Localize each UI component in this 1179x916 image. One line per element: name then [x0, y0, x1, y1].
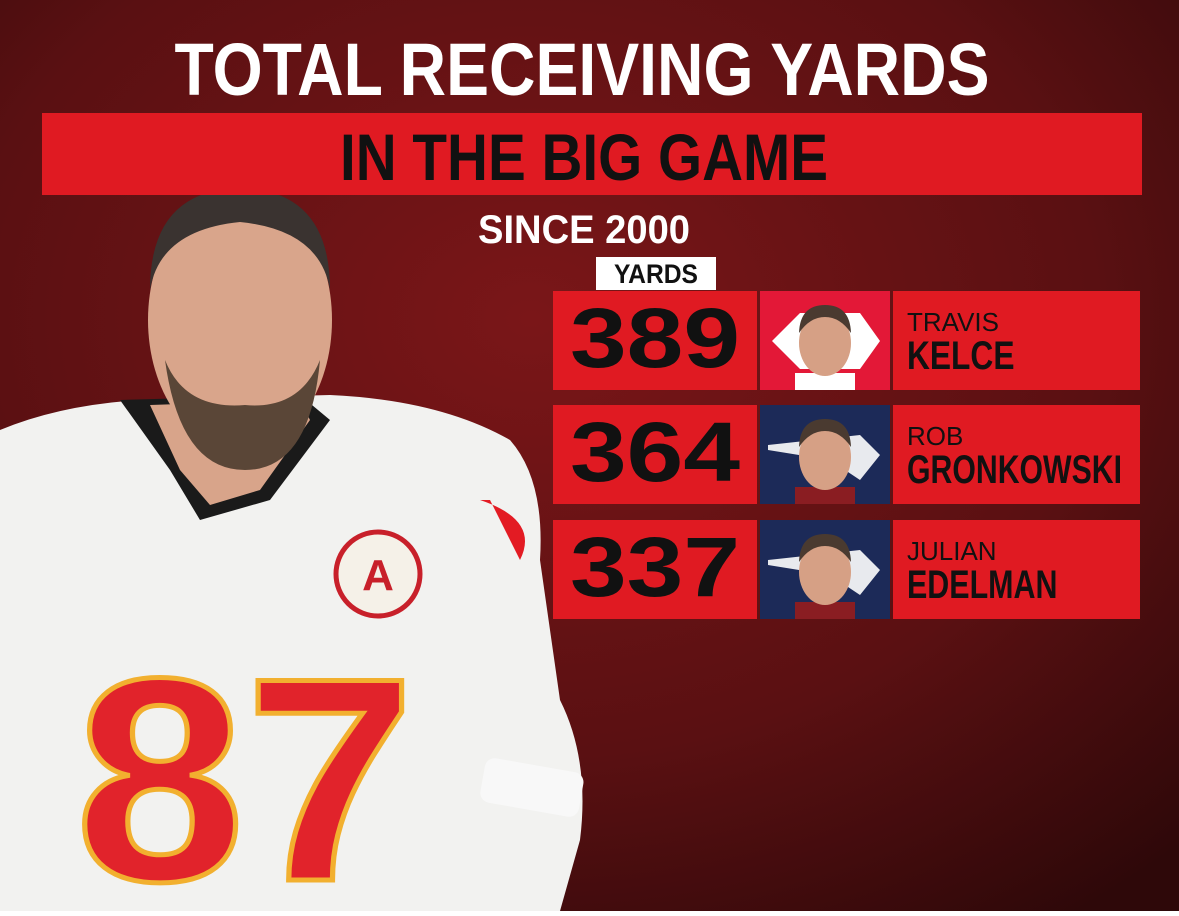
name-cell	[893, 405, 1140, 504]
jersey-number: 87	[75, 618, 415, 911]
banner	[42, 113, 1142, 195]
last-name: GRONKOWSKI	[907, 448, 1122, 492]
headshot-hair	[799, 534, 851, 562]
headshot-hair	[799, 305, 851, 333]
name-cell	[893, 520, 1140, 619]
first-name: ROB	[907, 421, 963, 451]
headshot-face	[799, 424, 851, 490]
column-label-box	[596, 257, 716, 290]
yards-cell	[553, 291, 757, 390]
headshot-shirt	[795, 602, 855, 619]
column-label: YARDS	[614, 259, 698, 289]
yards-value: 337	[570, 520, 740, 614]
banner-text: IN THE BIG GAME	[340, 120, 828, 194]
last-name: KELCE	[907, 334, 1015, 378]
yards-value: 364	[570, 405, 740, 499]
headshot-shirt	[795, 373, 855, 390]
headshot-shirt	[795, 487, 855, 504]
player-photo: A 87	[0, 188, 584, 916]
yards-value: 389	[570, 291, 740, 385]
svg-text:A: A	[362, 551, 394, 600]
first-name: JULIAN	[907, 536, 997, 566]
headshot-face	[799, 310, 851, 376]
first-name: TRAVIS	[907, 307, 999, 337]
name-cell	[893, 291, 1140, 390]
last-name: EDELMAN	[907, 563, 1058, 607]
yards-cell	[553, 520, 757, 619]
yards-cell	[553, 405, 757, 504]
headshot-hair	[799, 419, 851, 447]
headshot-face	[799, 539, 851, 605]
subtitle: SINCE 2000	[478, 208, 690, 252]
title: TOTAL RECEIVING YARDS	[175, 28, 990, 111]
